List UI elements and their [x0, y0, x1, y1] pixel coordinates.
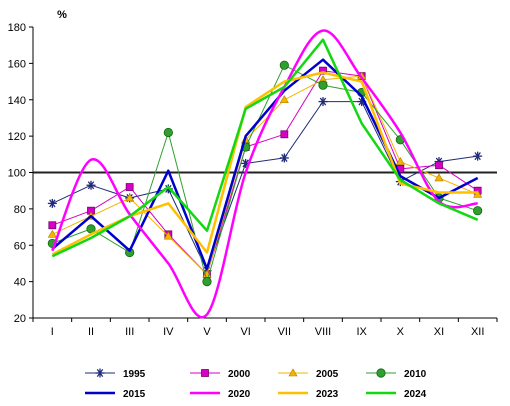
legend-item-2005: 2005 — [278, 368, 339, 380]
series-2010 — [47, 60, 483, 287]
data-point — [163, 127, 173, 138]
x-tick-label: II — [88, 326, 94, 338]
data-point — [163, 231, 173, 240]
series-line — [51, 58, 479, 271]
legend-label: 2000 — [228, 369, 251, 380]
series-line — [52, 70, 478, 275]
data-point — [86, 180, 96, 190]
data-point — [279, 60, 289, 70]
legend-marker — [288, 368, 298, 377]
y-tick-label: 60 — [14, 240, 26, 252]
legend-item-1995: 1995 — [85, 368, 146, 380]
series-line — [51, 29, 478, 319]
legend-label: 2023 — [316, 389, 339, 400]
data-point — [47, 198, 57, 208]
data-point — [473, 189, 483, 198]
x-tick-label: XII — [471, 326, 484, 338]
legend-item-2010: 2010 — [366, 368, 427, 380]
series-2024 — [51, 38, 479, 258]
y-tick-label: 100 — [8, 168, 26, 180]
data-point — [202, 277, 212, 287]
series-2015 — [51, 58, 479, 271]
x-tick-label: I — [51, 326, 54, 338]
legend-label: 2010 — [404, 369, 427, 380]
data-point — [434, 173, 444, 182]
data-point — [318, 97, 328, 107]
y-tick-label: 160 — [8, 58, 26, 70]
series-line — [51, 71, 478, 256]
x-tick-label: XI — [434, 326, 444, 338]
y-tick-label: 20 — [14, 313, 26, 325]
series-line — [51, 38, 479, 258]
x-tick-label: VII — [278, 326, 291, 338]
legend-marker — [95, 368, 105, 378]
legend-marker — [376, 368, 386, 378]
x-tick-label: V — [203, 326, 211, 338]
legend-label: 1995 — [123, 369, 146, 380]
series-line — [52, 75, 478, 275]
legend: 1995 2000 2005 2010 2015 2020 2023 2024 — [85, 368, 427, 400]
data-point — [319, 66, 327, 75]
x-tick-label: III — [125, 326, 134, 338]
data-point — [473, 151, 483, 161]
data-point — [125, 193, 135, 202]
y-tick-label: 80 — [14, 204, 26, 216]
legend-item-2015: 2015 — [85, 389, 146, 400]
legend-label: 2005 — [316, 369, 339, 380]
data-point — [48, 221, 57, 230]
x-tick-label: IV — [163, 326, 174, 338]
series-2020 — [51, 29, 478, 319]
legend-label: 2020 — [228, 389, 251, 400]
legend-item-2023: 2023 — [278, 389, 339, 400]
legend-item-2020: 2020 — [190, 389, 251, 400]
data-point — [280, 130, 289, 139]
data-point — [279, 95, 289, 104]
data-point — [318, 80, 328, 90]
series-2005 — [47, 71, 483, 278]
y-tick-label: 140 — [8, 95, 26, 107]
data-point — [279, 153, 289, 163]
data-point — [125, 183, 134, 191]
x-tick-label: X — [397, 326, 405, 338]
legend-marker — [201, 369, 209, 377]
legend-item-2000: 2000 — [190, 369, 251, 380]
legend-label: 2015 — [123, 389, 146, 400]
y-unit-label: % — [57, 9, 67, 21]
x-tick-label: IX — [356, 326, 367, 338]
legend-label: 2024 — [404, 389, 427, 400]
data-point — [435, 161, 443, 170]
series-2023 — [51, 71, 478, 256]
x-tick-label: VI — [240, 326, 250, 338]
series-line — [52, 64, 478, 283]
data-point — [395, 156, 405, 165]
legend-item-2024: 2024 — [366, 389, 427, 400]
y-tick-label: 180 — [8, 22, 26, 34]
y-tick-label: 120 — [8, 131, 26, 143]
y-tick-label: 40 — [14, 277, 26, 289]
x-tick-label: VIII — [315, 326, 332, 338]
series-line — [52, 101, 478, 272]
data-point — [473, 206, 483, 216]
data-point — [47, 229, 57, 238]
